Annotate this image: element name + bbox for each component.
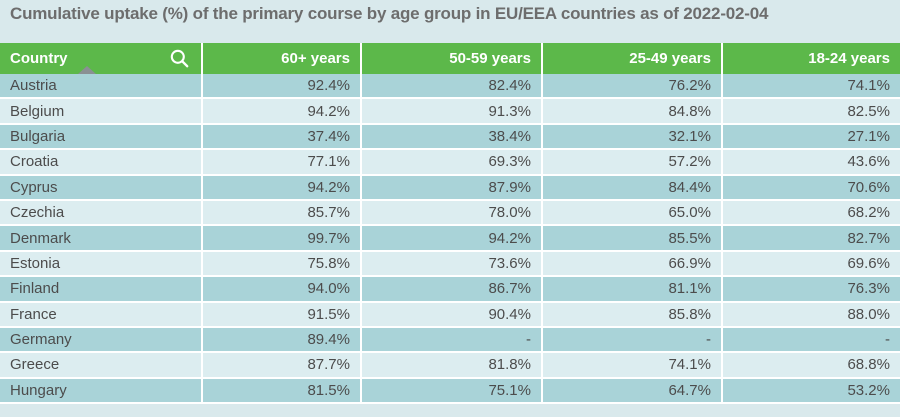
column-header-country[interactable]: Country (0, 43, 203, 74)
header-row: Country 60+ years 50-59 years 25-49 year… (0, 43, 900, 74)
value-cell: 99.7% (203, 226, 362, 252)
country-cell: Germany (0, 327, 203, 354)
title-bar: Cumulative uptake (%) of the primary cou… (0, 0, 900, 43)
value-cell: 92.4% (203, 74, 362, 100)
value-cell: 88.0% (723, 302, 900, 328)
country-cell: Estonia (0, 251, 203, 278)
value-cell: 90.4% (362, 302, 543, 328)
column-header-50-59-years[interactable]: 50-59 years (362, 43, 543, 74)
table-row: Belgium 94.2% 91.3% 84.8% 82.5% (0, 99, 900, 125)
table-row: Finland 94.0% 86.7% 81.1% 76.3% (0, 277, 900, 303)
table-row: Czechia 85.7% 78.0% 65.0% 68.2% (0, 200, 900, 227)
value-cell: 69.6% (723, 251, 900, 278)
value-cell: 65.0% (543, 200, 723, 227)
value-cell: 87.9% (362, 175, 543, 201)
value-cell: 75.1% (362, 378, 543, 405)
value-cell: 77.1% (203, 150, 362, 176)
value-cell: 27.1% (723, 124, 900, 151)
value-cell: 64.7% (543, 378, 723, 405)
value-cell: 43.6% (723, 150, 900, 176)
value-cell: 82.7% (723, 226, 900, 252)
sort-ascending-icon (78, 66, 96, 74)
value-cell: 85.8% (543, 302, 723, 328)
country-cell: France (0, 302, 203, 328)
value-cell: 85.7% (203, 200, 362, 227)
value-cell: 70.6% (723, 175, 900, 201)
table-row: Estonia 75.8% 73.6% 66.9% 69.6% (0, 251, 900, 278)
country-cell: Cyprus (0, 175, 203, 201)
country-cell: Bulgaria (0, 124, 203, 151)
value-cell: 94.0% (203, 277, 362, 303)
value-cell: 32.1% (543, 124, 723, 151)
country-cell: Croatia (0, 150, 203, 176)
column-header-country-label: Country (10, 50, 68, 67)
value-cell: 85.5% (543, 226, 723, 252)
table-row: Austria 92.4% 82.4% 76.2% 74.1% (0, 74, 900, 100)
country-cell: Denmark (0, 226, 203, 252)
table-body: Austria 92.4% 82.4% 76.2% 74.1% Belgium 94.2% 9… (0, 74, 900, 405)
value-cell: 74.1% (543, 353, 723, 379)
value-cell: 81.1% (543, 277, 723, 303)
table-row: Greece 87.7% 81.8% 74.1% 68.8% (0, 353, 900, 379)
table-row: Denmark 99.7% 94.2% 85.5% 82.7% (0, 226, 900, 252)
value-cell: 91.5% (203, 302, 362, 328)
column-header-18-24-years[interactable]: 18-24 years (723, 43, 900, 74)
table-header: Country 60+ years 50-59 years 25-49 year… (0, 43, 900, 74)
value-cell: - (723, 327, 900, 354)
value-cell: 94.2% (362, 226, 543, 252)
column-header-60plus-years[interactable]: 60+ years (203, 43, 362, 74)
table-row: Germany 89.4% - - - (0, 327, 900, 354)
value-cell: - (543, 327, 723, 354)
country-cell: Greece (0, 353, 203, 379)
value-cell: 74.1% (723, 74, 900, 100)
value-cell: 81.5% (203, 378, 362, 405)
table-row: Hungary 81.5% 75.1% 64.7% 53.2% (0, 378, 900, 405)
country-cell: Finland (0, 277, 203, 303)
country-cell: Hungary (0, 378, 203, 405)
value-cell: 91.3% (362, 99, 543, 125)
country-cell: Austria (0, 74, 203, 100)
column-header-25-49-years[interactable]: 25-49 years (543, 43, 723, 74)
table-row: Cyprus 94.2% 87.9% 84.4% 70.6% (0, 175, 900, 201)
value-cell: 94.2% (203, 175, 362, 201)
value-cell: 81.8% (362, 353, 543, 379)
value-cell: 73.6% (362, 251, 543, 278)
value-cell: 53.2% (723, 378, 900, 405)
value-cell: 94.2% (203, 99, 362, 125)
value-cell: 89.4% (203, 327, 362, 354)
value-cell: 68.8% (723, 353, 900, 379)
value-cell: 76.2% (543, 74, 723, 100)
search-icon[interactable] (170, 49, 189, 68)
value-cell: 68.2% (723, 200, 900, 227)
value-cell: 57.2% (543, 150, 723, 176)
value-cell: 78.0% (362, 200, 543, 227)
page-title: Cumulative uptake (%) of the primary cou… (10, 4, 769, 23)
table-row: Croatia 77.1% 69.3% 57.2% 43.6% (0, 150, 900, 176)
table-row: Bulgaria 37.4% 38.4% 32.1% 27.1% (0, 124, 900, 151)
value-cell: 87.7% (203, 353, 362, 379)
country-cell: Czechia (0, 200, 203, 227)
value-cell: 76.3% (723, 277, 900, 303)
value-cell: 84.4% (543, 175, 723, 201)
value-cell: 37.4% (203, 124, 362, 151)
value-cell: 82.5% (723, 99, 900, 125)
value-cell: 69.3% (362, 150, 543, 176)
uptake-table: Country 60+ years 50-59 years 25-49 year… (0, 43, 900, 405)
value-cell: - (362, 327, 543, 354)
value-cell: 38.4% (362, 124, 543, 151)
table-row: France 91.5% 90.4% 85.8% 88.0% (0, 302, 900, 328)
country-cell: Belgium (0, 99, 203, 125)
value-cell: 84.8% (543, 99, 723, 125)
value-cell: 75.8% (203, 251, 362, 278)
value-cell: 86.7% (362, 277, 543, 303)
value-cell: 66.9% (543, 251, 723, 278)
value-cell: 82.4% (362, 74, 543, 100)
